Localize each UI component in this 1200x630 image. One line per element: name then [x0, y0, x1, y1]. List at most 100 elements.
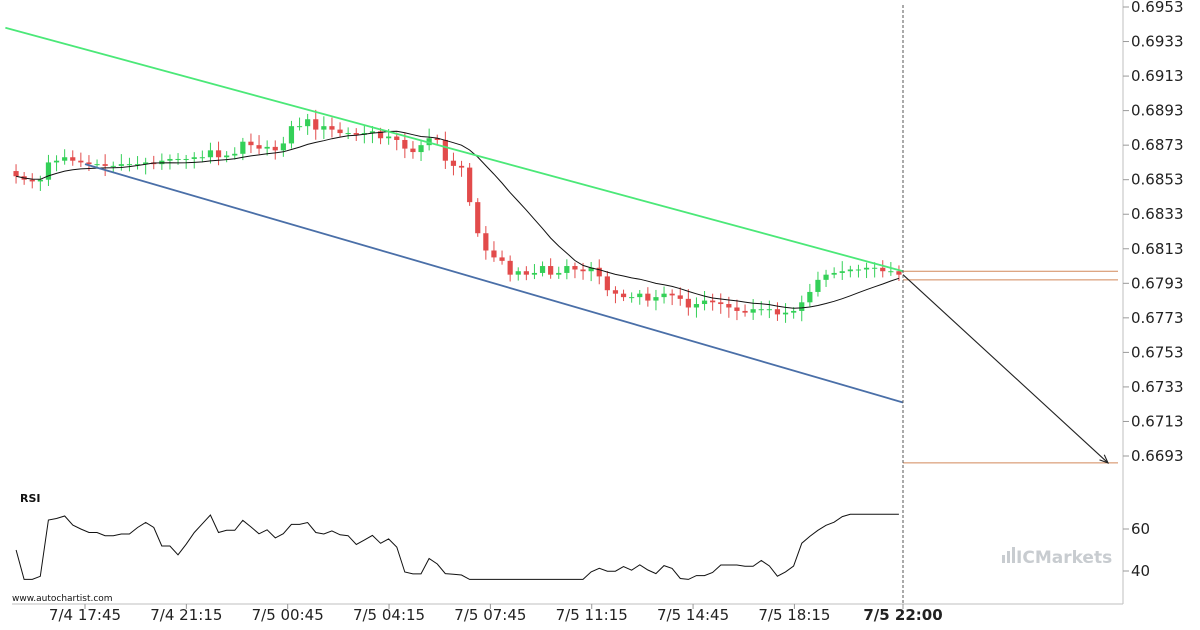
- candle-down: [572, 266, 578, 270]
- candle-down: [78, 160, 84, 163]
- candle-up: [758, 309, 764, 311]
- candle-down: [377, 131, 384, 139]
- candle-up: [240, 141, 246, 154]
- candle-down: [669, 293, 675, 296]
- candle-down: [337, 129, 343, 134]
- candle-down: [718, 302, 724, 305]
- candle-up: [191, 157, 197, 159]
- price-tick-label: 0.6873: [1131, 136, 1184, 154]
- candle-down: [394, 136, 400, 140]
- candle-down: [353, 133, 359, 135]
- candle-up: [45, 162, 52, 180]
- price-tick-label: 0.6773: [1131, 309, 1184, 327]
- candle-up: [305, 119, 311, 127]
- rsi-tick-label: 40: [1131, 562, 1150, 580]
- candle-down: [742, 310, 748, 313]
- price-tick-label: 0.6953: [1131, 0, 1184, 16]
- candle-up: [345, 133, 351, 135]
- candle-up: [167, 158, 173, 161]
- candle-up: [661, 293, 667, 298]
- forecast-arrow-head: [1099, 454, 1110, 464]
- time-tick-label: 7/5 11:15: [556, 606, 628, 624]
- time-tick-label: 7/5 00:45: [252, 606, 324, 624]
- candle-up: [855, 269, 862, 271]
- price-tick-label: 0.6913: [1131, 67, 1184, 85]
- candle-up: [531, 272, 538, 275]
- candle-down: [710, 300, 716, 303]
- candle-up: [799, 302, 805, 311]
- candle-up: [143, 162, 149, 165]
- candle-up: [175, 158, 181, 160]
- candle-down: [329, 126, 335, 130]
- candle-up: [418, 145, 424, 153]
- price-tick-label: 0.6733: [1131, 378, 1184, 396]
- candle-down: [215, 150, 222, 158]
- candle-up: [232, 153, 238, 156]
- brand-logo: ICMarkets: [1002, 547, 1112, 568]
- candle-down: [596, 267, 602, 277]
- candle-down: [491, 250, 497, 258]
- candle-up: [791, 310, 797, 313]
- rsi-line: [15, 513, 899, 580]
- candle-up: [831, 272, 837, 275]
- channel-lines: [5, 26, 1110, 464]
- candle-down: [272, 146, 278, 151]
- candle-down: [499, 257, 505, 261]
- candle-down: [450, 160, 457, 166]
- candle-down: [774, 309, 781, 315]
- candle-up: [564, 266, 570, 273]
- time-tick-label: 7/4 17:45: [49, 606, 121, 624]
- candle-down: [896, 271, 902, 275]
- candle-up: [62, 157, 68, 161]
- price-tick-label: 0.6713: [1131, 412, 1184, 430]
- candle-up: [556, 272, 562, 275]
- candle-up: [782, 312, 789, 315]
- candle-down: [256, 145, 262, 149]
- candle-down: [434, 138, 440, 140]
- candle-down: [483, 233, 489, 251]
- candle-down: [313, 119, 319, 130]
- candle-up: [653, 297, 659, 301]
- candle-up: [207, 150, 214, 158]
- svg-text:ICMarkets: ICMarkets: [1016, 548, 1112, 568]
- price-tick-label: 0.6793: [1131, 274, 1184, 292]
- resistance-line: [5, 26, 904, 273]
- candle-down: [70, 157, 76, 161]
- candle-up: [110, 165, 116, 167]
- price-tick-label: 0.6833: [1131, 205, 1184, 223]
- candle-down: [467, 167, 473, 203]
- candle-down: [685, 298, 691, 308]
- candle-up: [53, 160, 60, 163]
- candle-down: [677, 295, 683, 299]
- candle-down: [880, 267, 886, 272]
- time-tick-label: 7/5 07:45: [454, 606, 526, 624]
- price-tick-label: 0.6933: [1131, 33, 1184, 51]
- rsi-tick-label: 60: [1131, 520, 1150, 538]
- candle-up: [369, 131, 376, 134]
- candle-up: [94, 164, 100, 166]
- candle-down: [548, 266, 554, 275]
- candle-down: [102, 164, 108, 166]
- candle-up: [224, 155, 230, 158]
- time-tick-label: 7/5 22:00: [863, 606, 942, 624]
- price-tick-label: 0.6753: [1131, 343, 1184, 361]
- candle-down: [620, 293, 627, 298]
- candle-down: [475, 202, 481, 234]
- time-axis-labels: 7/4 17:45 7/4 21:15 7/5 00:45 7/5 04:15 7/5 …: [49, 604, 943, 624]
- candle-up: [118, 164, 124, 166]
- candle-down: [507, 260, 513, 275]
- candle-up: [863, 267, 870, 270]
- candle-up: [539, 266, 546, 273]
- candle-up: [701, 300, 708, 305]
- candle-up: [750, 309, 756, 313]
- time-tick-label: 7/5 14:45: [657, 606, 729, 624]
- time-tick-label: 7/4 21:15: [150, 606, 222, 624]
- candle-up: [823, 274, 829, 280]
- candle-up: [847, 269, 853, 272]
- candle-up: [815, 279, 821, 292]
- candle-up: [515, 271, 521, 275]
- target-levels: [903, 270, 1118, 464]
- candle-down: [86, 162, 92, 165]
- candle-down: [734, 307, 740, 311]
